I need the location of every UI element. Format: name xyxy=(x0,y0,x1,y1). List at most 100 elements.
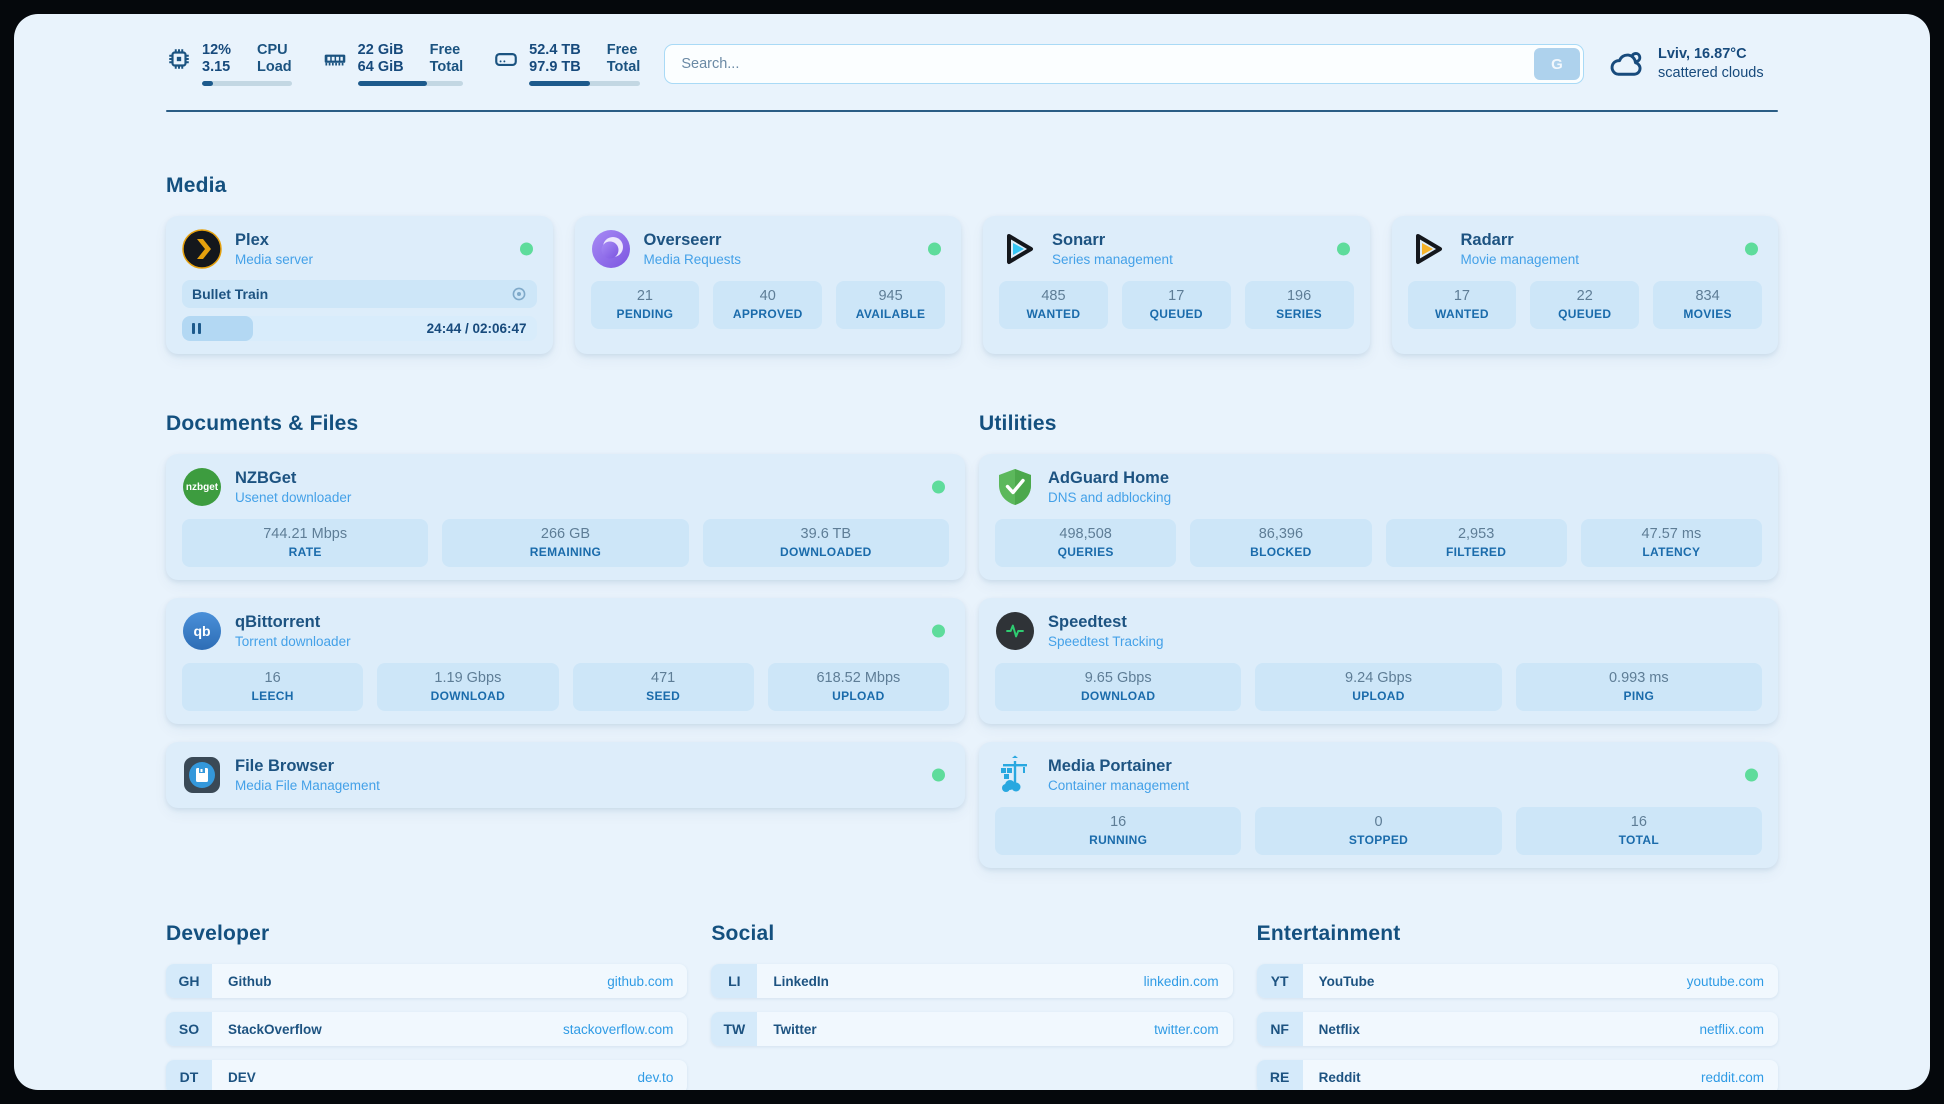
bookmark-url: youtube.com xyxy=(1686,973,1764,989)
app-card-radarr[interactable]: Radarr Movie management 17 WANTED 22 QUEUE… xyxy=(1391,216,1778,354)
bookmark-abbr: LI xyxy=(711,964,758,998)
app-card-portainer[interactable]: Media Portainer Container management 16 R… xyxy=(979,742,1778,868)
portainer-icon xyxy=(995,755,1035,795)
search-engine-button[interactable]: G xyxy=(1534,48,1580,80)
cpu-label-1: CPU xyxy=(257,42,288,58)
section-title-utilities: Utilities xyxy=(979,412,1057,435)
stat-leech: 16 LEECH xyxy=(182,663,364,711)
now-playing-title: Bullet Train xyxy=(192,286,269,302)
cpu-label-2: Load xyxy=(257,59,292,75)
system-metrics: 12% 3.15 CPU Load xyxy=(166,42,641,86)
stat-running: 16 RUNNING xyxy=(995,807,1242,855)
ram-free-value: 22 GiB xyxy=(357,42,404,58)
ram-metric: 22 GiB 64 GiB Free Total xyxy=(322,42,464,86)
sonarr-icon xyxy=(999,229,1039,269)
bookmark-link-dev[interactable]: DT DEV dev.to xyxy=(166,1060,688,1090)
app-subtitle: Media server xyxy=(235,252,314,267)
disk-metric: 52.4 TB 97.9 TB Free Total xyxy=(493,42,641,86)
disk-total-value: 97.9 TB xyxy=(529,59,581,75)
stat-wanted: 17 WANTED xyxy=(1407,281,1517,329)
search-bar: G xyxy=(664,44,1584,84)
stat-upload: 618.52 Mbps UPLOAD xyxy=(767,663,949,711)
app-name: Overseerr xyxy=(643,231,722,249)
bookmark-link-twitter[interactable]: TW Twitter twitter.com xyxy=(711,1012,1233,1046)
ram-label-1: Free xyxy=(429,42,461,58)
bookmark-name: Twitter xyxy=(773,1021,817,1037)
app-card-qbittorrent[interactable]: qb qBittorrent Torrent downloader 16 LEEC… xyxy=(166,598,965,724)
app-subtitle: Movie management xyxy=(1460,252,1580,267)
bookmark-name: Github xyxy=(228,973,272,989)
cpu-load-value: 3.15 xyxy=(202,59,231,75)
app-card-sonarr[interactable]: Sonarr Series management 485 WANTED 17 QUE… xyxy=(983,216,1370,354)
stat-series: 196 SERIES xyxy=(1244,281,1354,329)
bookmark-url: netflix.com xyxy=(1699,1021,1764,1037)
status-dot xyxy=(932,624,945,638)
bookmark-link-youtube[interactable]: YT YouTube youtube.com xyxy=(1256,964,1778,998)
bookmark-link-linkedin[interactable]: LI LinkedIn linkedin.com xyxy=(711,964,1233,998)
status-dot xyxy=(932,768,945,782)
pause-icon xyxy=(192,323,201,334)
app-card-adguard[interactable]: AdGuard Home DNS and adblocking 498,508 Q… xyxy=(979,454,1778,580)
bookmark-link-netflix[interactable]: NF Netflix netflix.com xyxy=(1256,1012,1778,1046)
disk-icon xyxy=(495,53,518,67)
section-title-social: Social xyxy=(711,922,775,945)
stat-movies: 834 MOVIES xyxy=(1653,281,1762,329)
app-subtitle: Usenet downloader xyxy=(235,490,352,505)
bookmark-abbr: RE xyxy=(1256,1060,1303,1090)
app-subtitle: DNS and adblocking xyxy=(1048,490,1172,505)
status-dot xyxy=(1745,242,1758,256)
app-card-speedtest[interactable]: Speedtest Speedtest Tracking 9.65 Gbps DO… xyxy=(979,598,1778,724)
section-title-entertainment: Entertainment xyxy=(1256,922,1401,945)
bookmark-group-social: Social LI LinkedIn linkedin.com TW Twitt… xyxy=(711,922,1233,1090)
bookmark-url: linkedin.com xyxy=(1143,973,1219,989)
status-dot xyxy=(1745,768,1758,782)
app-card-nzbget[interactable]: nzbget NZBGet Usenet downloader 744.21 M… xyxy=(166,454,965,580)
bookmark-name: StackOverflow xyxy=(228,1021,322,1037)
app-card-filebrowser[interactable]: File Browser Media File Management xyxy=(166,742,965,808)
cpu-metric: 12% 3.15 CPU Load xyxy=(166,42,292,86)
stat-wanted: 485 WANTED xyxy=(999,281,1108,329)
bookmark-url: stackoverflow.com xyxy=(563,1021,674,1037)
bookmark-link-reddit[interactable]: RE Reddit reddit.com xyxy=(1256,1060,1778,1090)
disk-progress-bar xyxy=(529,81,641,86)
bookmark-url: dev.to xyxy=(637,1069,674,1085)
search-input[interactable] xyxy=(664,44,1584,84)
bookmark-abbr: NF xyxy=(1256,1012,1303,1046)
section-title-documents: Documents & Files xyxy=(166,412,359,435)
app-name: Speedtest xyxy=(1048,613,1127,631)
status-dot xyxy=(519,242,533,256)
plex-progress-bar: 24:44 / 02:06:47 xyxy=(182,316,537,341)
cpu-progress-bar xyxy=(202,81,292,86)
app-card-plex[interactable]: Plex Media server Bullet Train xyxy=(166,216,553,354)
cloud-icon xyxy=(1610,52,1642,76)
stat-downloaded: 39.6 TB DOWNLOADED xyxy=(702,519,949,567)
disk-label-1: Free xyxy=(606,42,638,58)
bookmark-abbr: TW xyxy=(711,1012,758,1046)
stat-ping: 0.993 ms PING xyxy=(1515,663,1762,711)
app-name: Plex xyxy=(235,231,269,249)
stat-rate: 744.21 Mbps RATE xyxy=(182,519,429,567)
bookmark-name: Reddit xyxy=(1318,1069,1361,1085)
stat-download: 1.19 Gbps DOWNLOAD xyxy=(377,663,559,711)
playback-time: 24:44 / 02:06:47 xyxy=(426,321,527,336)
overseerr-icon xyxy=(591,229,631,269)
bookmark-link-stackoverflow[interactable]: SO StackOverflow stackoverflow.com xyxy=(166,1012,688,1046)
app-card-overseerr[interactable]: Overseerr Media Requests 21 PENDING 40 APP… xyxy=(574,216,961,354)
status-dot xyxy=(1336,242,1350,256)
bookmark-url: twitter.com xyxy=(1154,1021,1219,1037)
stat-available: 945 AVAILABLE xyxy=(836,281,945,329)
ram-progress-bar xyxy=(357,81,464,86)
adguard-icon xyxy=(995,467,1035,507)
ram-total-value: 64 GiB xyxy=(357,59,404,75)
app-subtitle: Media Requests xyxy=(643,252,742,267)
filebrowser-icon xyxy=(182,755,222,795)
dashboard-page: 12% 3.15 CPU Load xyxy=(14,14,1930,1090)
plex-now-playing: Bullet Train xyxy=(182,280,537,308)
qbittorrent-icon: qb xyxy=(183,612,221,650)
nzbget-icon: nzbget xyxy=(183,468,221,506)
bookmark-link-github[interactable]: GH Github github.com xyxy=(166,964,688,998)
stat-filtered: 2,953 FILTERED xyxy=(1385,519,1567,567)
section-title-developer: Developer xyxy=(166,922,270,945)
ram-label-2: Total xyxy=(429,59,464,75)
app-subtitle: Torrent downloader xyxy=(235,634,351,649)
